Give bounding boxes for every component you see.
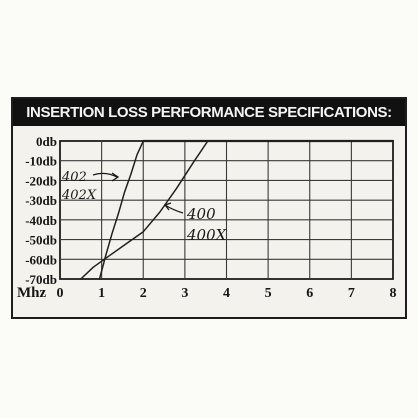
series-layer	[80, 139, 395, 280]
x-tick-label: 7	[348, 286, 355, 301]
y-tick-label: -40db	[25, 213, 57, 228]
annotation-arrow	[92, 172, 118, 178]
annotation-label: 400	[186, 205, 216, 223]
annotation-label: 402X	[61, 188, 97, 203]
x-tick-label: 6	[306, 286, 313, 301]
x-tick-label: 5	[265, 286, 272, 301]
chart-title: INSERTION LOSS PERFORMANCE SPECIFICATION…	[13, 99, 405, 126]
x-tick-label: 1	[98, 286, 105, 301]
grid	[59, 140, 394, 280]
x-tick-label: 3	[181, 286, 188, 301]
annotation-label: 400X	[186, 226, 228, 244]
y-tick-label: -20db	[25, 173, 57, 188]
y-tick-label: 0db	[36, 134, 57, 149]
x-tick-label: 0	[57, 286, 64, 301]
x-tick-label: 2	[140, 286, 147, 301]
annotation-arrowhead	[111, 172, 120, 182]
y-tick-label: -30db	[25, 193, 57, 208]
x-tick-label: 4	[223, 286, 230, 301]
chart-figure: INSERTION LOSS PERFORMANCE SPECIFICATION…	[11, 97, 407, 319]
y-tick-label: -60db	[25, 252, 57, 267]
series-line-1	[98, 140, 145, 280]
annotations: 402 402X 400 400X	[61, 170, 228, 244]
y-tick-label: -10db	[25, 154, 57, 169]
y-tick-label: -50db	[25, 233, 57, 248]
y-tick-label: -70db	[25, 272, 57, 287]
annotation-label: 402	[61, 170, 87, 185]
x-axis-label: Mhz	[17, 285, 47, 301]
x-tick-label: 8	[390, 286, 397, 301]
annotation-arrowhead	[163, 202, 172, 211]
series-line-2	[80, 140, 209, 280]
